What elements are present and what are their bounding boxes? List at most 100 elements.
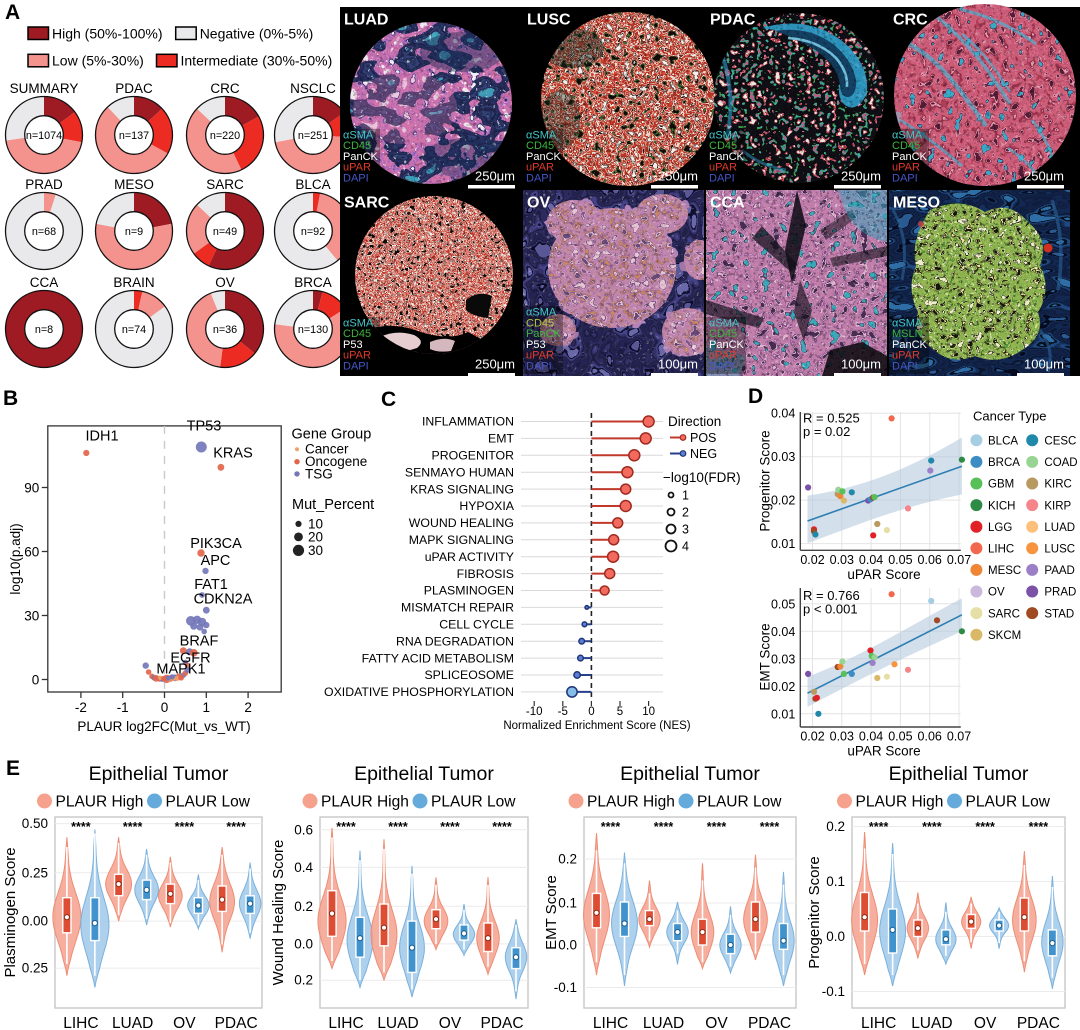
svg-text:****: **** — [440, 820, 460, 834]
svg-text:A: A — [5, 1, 20, 24]
svg-text:0.07: 0.07 — [947, 730, 971, 744]
svg-text:PanCK: PanCK — [526, 328, 562, 340]
svg-text:0.04: 0.04 — [859, 730, 883, 744]
svg-text:DAPI: DAPI — [343, 173, 369, 185]
svg-text:CDKN2A: CDKN2A — [194, 592, 253, 608]
svg-text:****: **** — [123, 820, 143, 834]
svg-text:****: **** — [869, 820, 889, 834]
svg-text:0.06: 0.06 — [918, 553, 942, 567]
svg-text:30: 30 — [24, 609, 39, 624]
svg-text:n=74: n=74 — [122, 324, 146, 336]
svg-text:FATTY ACID METABOLISM: FATTY ACID METABOLISM — [362, 651, 514, 665]
svg-text:PDAC: PDAC — [480, 1015, 523, 1030]
svg-text:uPAR: uPAR — [526, 350, 554, 362]
svg-text:EMT: EMT — [488, 432, 514, 446]
svg-text:B: B — [3, 387, 18, 410]
svg-text:Progenitor Score: Progenitor Score — [757, 430, 772, 531]
svg-text:****: **** — [975, 820, 995, 834]
svg-text:RNA DEGRADATION: RNA DEGRADATION — [396, 634, 514, 648]
svg-text:-10: -10 — [526, 706, 543, 718]
svg-text:0.01: 0.01 — [771, 707, 795, 721]
svg-text:LGG: LGG — [988, 522, 1012, 534]
svg-text:0.0: 0.0 — [826, 929, 845, 944]
svg-text:PDAC: PDAC — [710, 12, 756, 29]
svg-text:PLASMINOGEN: PLASMINOGEN — [424, 584, 514, 598]
svg-text:0.4: 0.4 — [294, 860, 313, 875]
svg-text:PAAD: PAAD — [1044, 565, 1074, 577]
svg-text:SUMMARY: SUMMARY — [10, 81, 79, 96]
svg-text:KIRP: KIRP — [1044, 500, 1071, 512]
svg-text:0.50: 0.50 — [22, 816, 48, 831]
svg-text:MSLN: MSLN — [892, 328, 923, 340]
svg-text:0.05: 0.05 — [888, 553, 912, 567]
svg-text:****: **** — [707, 820, 727, 834]
svg-text:LUAD: LUAD — [1044, 522, 1075, 534]
svg-text:p < 0.001: p < 0.001 — [803, 602, 858, 617]
svg-text:-0.1: -0.1 — [822, 984, 845, 999]
svg-text:0.1: 0.1 — [558, 896, 577, 911]
svg-text:LIHC: LIHC — [328, 1015, 363, 1030]
svg-text:αSMA: αSMA — [709, 317, 740, 329]
svg-text:CD45: CD45 — [709, 140, 737, 152]
svg-text:PanCK: PanCK — [526, 151, 562, 163]
svg-text:uPAR Score: uPAR Score — [847, 744, 920, 759]
svg-text:250μm: 250μm — [475, 169, 515, 184]
svg-text:uPAR: uPAR — [892, 162, 920, 174]
svg-text:KICH: KICH — [988, 500, 1015, 512]
svg-text:****: **** — [601, 820, 621, 834]
svg-text:0.25: 0.25 — [22, 865, 48, 880]
svg-text:0: 0 — [588, 706, 594, 718]
svg-text:αSMA: αSMA — [526, 129, 557, 141]
svg-text:CD45: CD45 — [526, 317, 554, 329]
svg-text:MISMATCH REPAIR: MISMATCH REPAIR — [401, 601, 514, 615]
svg-text:****: **** — [922, 820, 942, 834]
svg-text:CCA: CCA — [710, 195, 745, 212]
svg-text:-0.1: -0.1 — [554, 980, 577, 995]
svg-text:CD45: CD45 — [709, 328, 737, 340]
svg-text:250μm: 250μm — [475, 357, 515, 372]
svg-text:uPAR: uPAR — [343, 162, 371, 174]
svg-text:n=251: n=251 — [298, 130, 328, 142]
svg-text:OV: OV — [173, 1015, 196, 1030]
svg-text:Cancer Type: Cancer Type — [973, 409, 1046, 424]
svg-text:n=220: n=220 — [210, 130, 240, 142]
svg-text:Plasminogen Score: Plasminogen Score — [2, 847, 19, 977]
svg-text:MAPK1: MAPK1 — [156, 662, 205, 678]
svg-text:uPAR: uPAR — [709, 350, 737, 362]
svg-text:0.0: 0.0 — [558, 938, 577, 953]
svg-text:****: **** — [492, 820, 512, 834]
svg-text:αSMA: αSMA — [343, 129, 374, 141]
svg-text:PLAUR High: PLAUR High — [56, 794, 144, 811]
svg-text:DAPI: DAPI — [343, 361, 369, 373]
svg-text:0.25: 0.25 — [22, 961, 48, 976]
svg-text:OV: OV — [439, 1015, 462, 1030]
svg-text:0: 0 — [32, 673, 40, 688]
svg-text:LUSC: LUSC — [1044, 544, 1075, 556]
svg-text:αSMA: αSMA — [526, 307, 557, 319]
svg-text:E: E — [6, 757, 20, 780]
svg-text:PDAC: PDAC — [115, 81, 153, 96]
svg-text:CD45: CD45 — [526, 140, 554, 152]
svg-text:BRAIN: BRAIN — [113, 275, 154, 290]
svg-text:250μm: 250μm — [841, 169, 881, 184]
svg-text:HYPOXIA: HYPOXIA — [459, 499, 514, 513]
svg-text:PanCK: PanCK — [709, 339, 745, 351]
svg-text:TP53: TP53 — [187, 419, 222, 435]
svg-text:0.00: 0.00 — [22, 914, 48, 929]
svg-text:Intermediate (30%-50%): Intermediate (30%-50%) — [181, 53, 333, 69]
svg-text:****: **** — [71, 820, 91, 834]
svg-text:PDAC: PDAC — [748, 1015, 791, 1030]
svg-text:DAPI: DAPI — [526, 173, 552, 185]
svg-text:αSMA: αSMA — [709, 129, 740, 141]
svg-text:PanCK: PanCK — [709, 151, 745, 163]
svg-text:n=92: n=92 — [301, 226, 325, 238]
svg-text:-1: -1 — [117, 700, 129, 715]
svg-text:MESO: MESO — [114, 177, 154, 192]
svg-text:GBM: GBM — [988, 479, 1014, 491]
svg-text:DAPI: DAPI — [892, 173, 918, 185]
svg-text:Normalized Enrichment Score (N: Normalized Enrichment Score (NES) — [503, 720, 690, 732]
svg-text:SKCM: SKCM — [988, 630, 1021, 642]
svg-text:SARC: SARC — [206, 177, 244, 192]
svg-text:αSMA: αSMA — [343, 317, 374, 329]
svg-text:EMT Score: EMT Score — [757, 623, 772, 690]
